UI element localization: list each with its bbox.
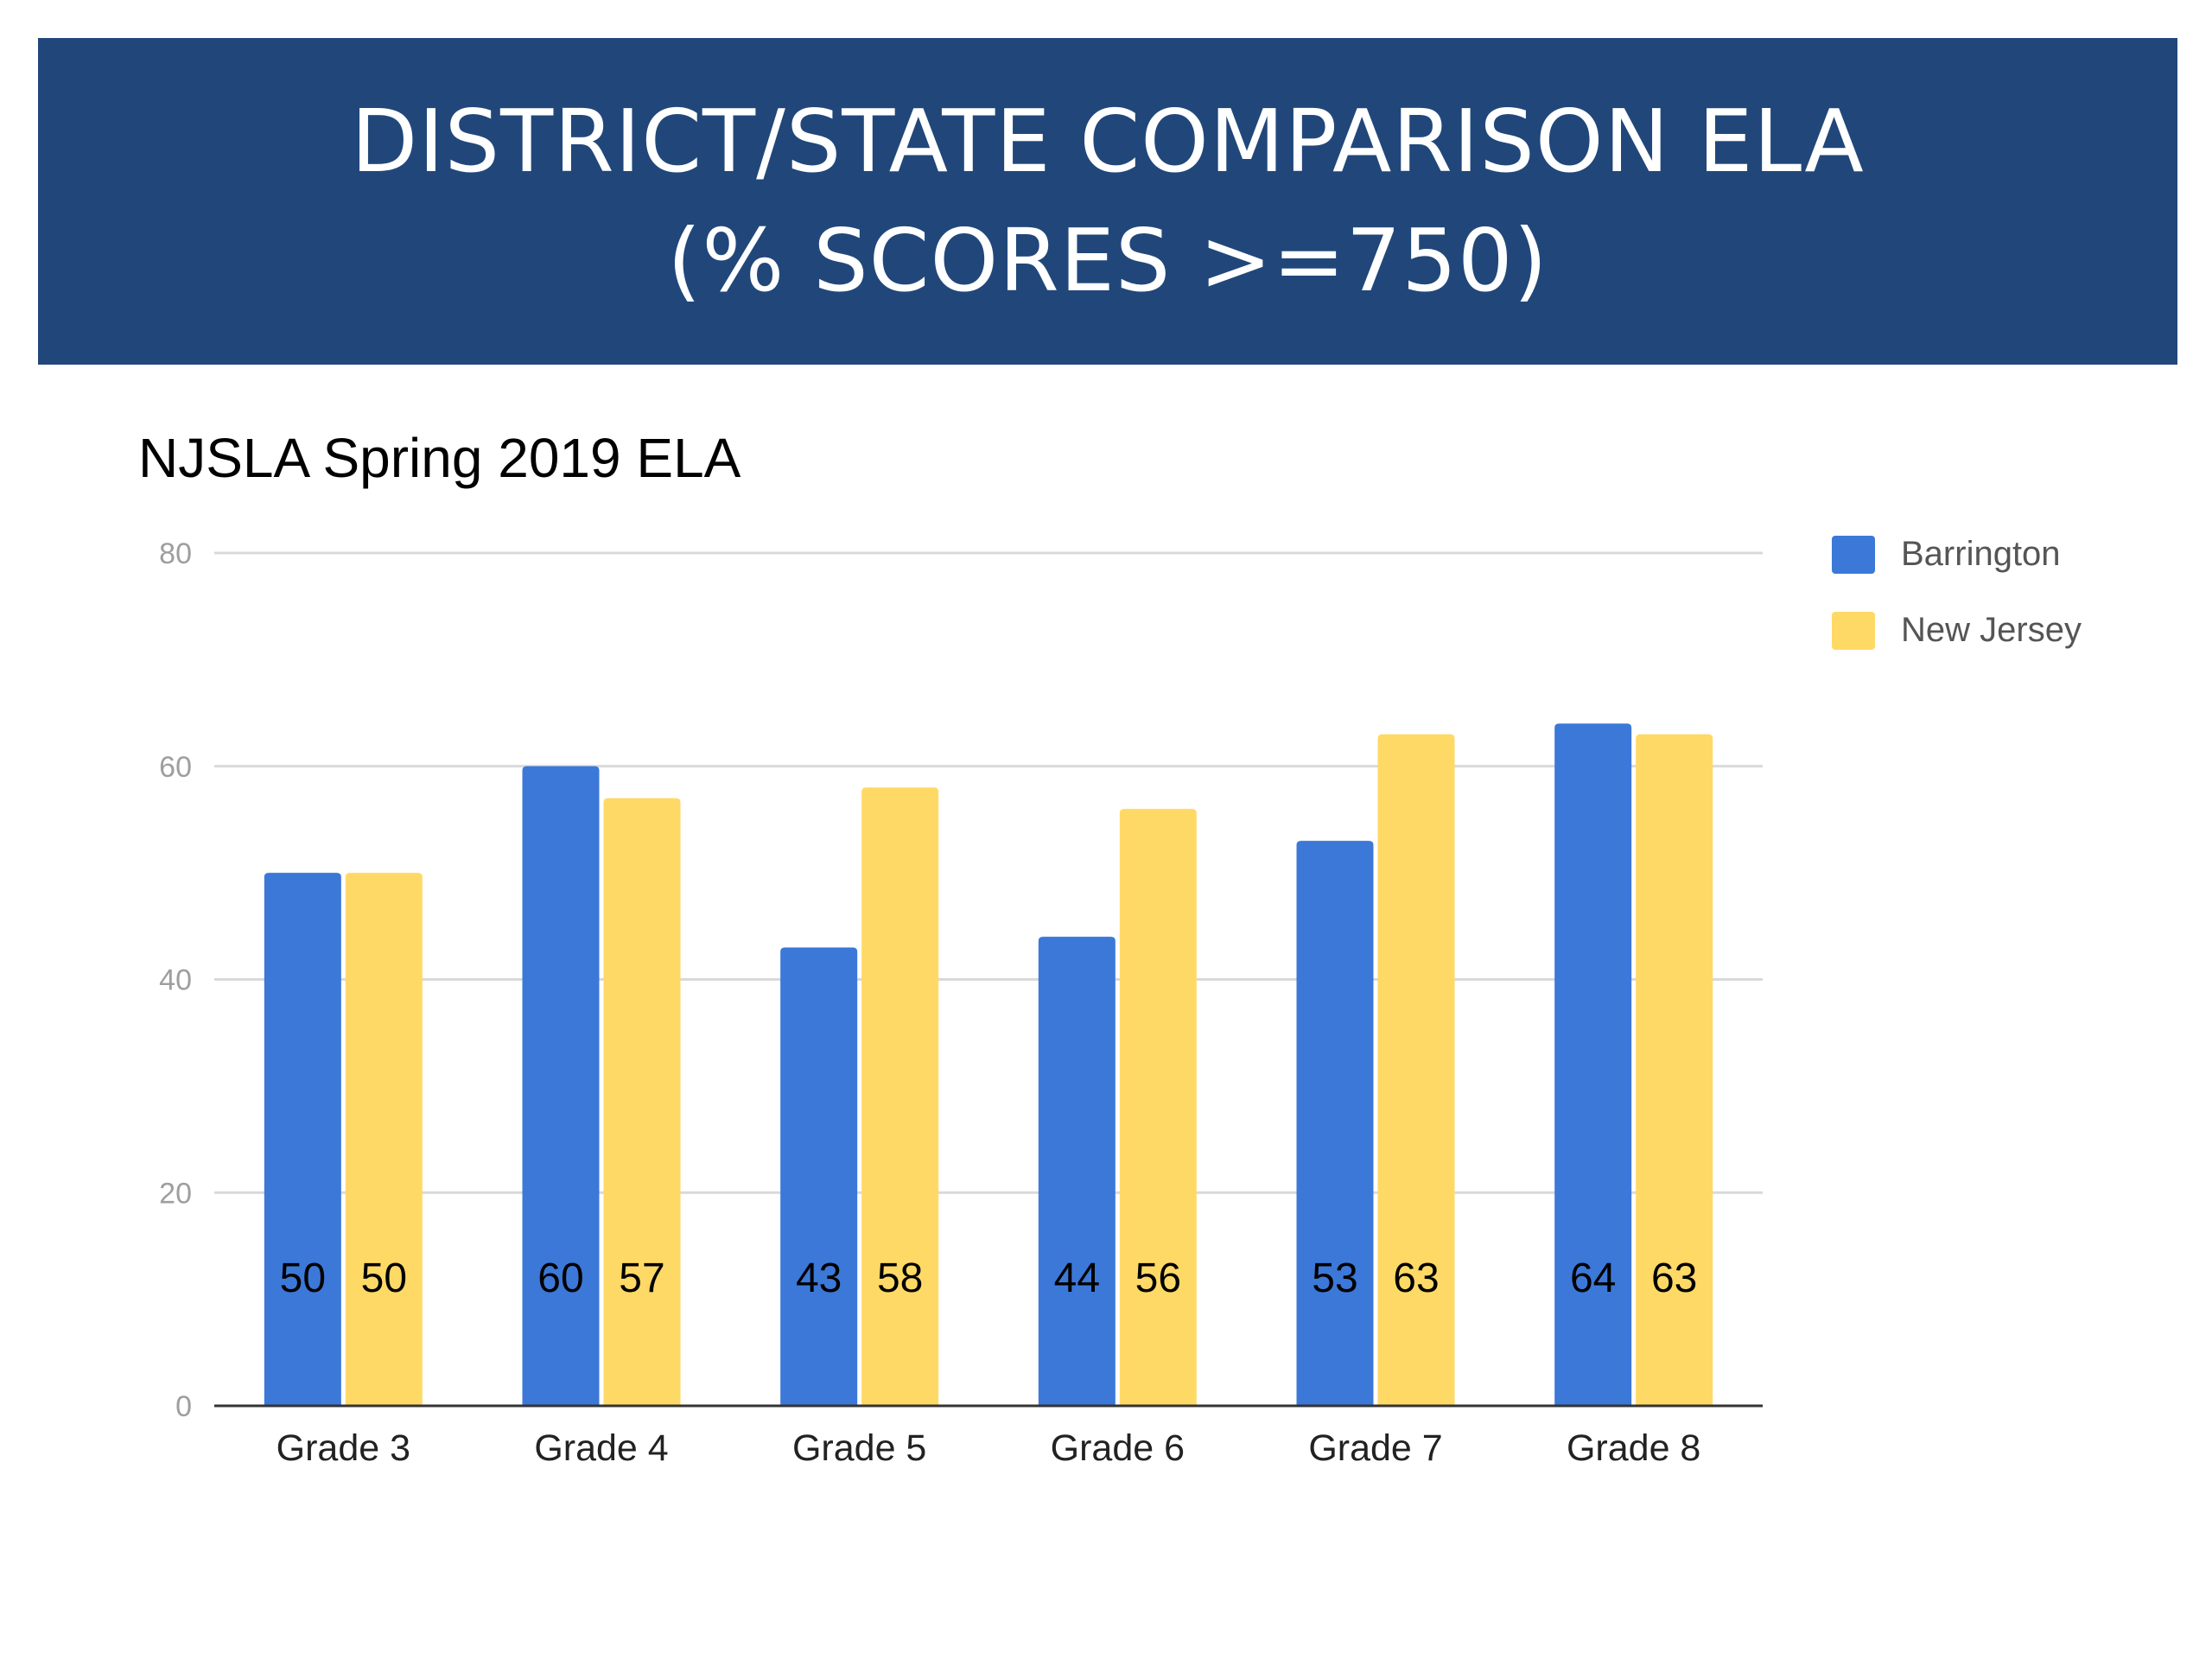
bar-barrington [1554,723,1632,1406]
data-label: 44 [1054,1255,1100,1301]
bar-new-jersey [603,798,681,1406]
bar-new-jersey [1119,809,1197,1406]
data-label: 50 [361,1255,407,1301]
y-tick-label: 0 [175,1390,192,1423]
x-tick-label: Grade 5 [792,1427,926,1469]
x-tick-label: Grade 6 [1051,1427,1185,1469]
data-label: 63 [1393,1255,1439,1301]
x-axis: Grade 3 Grade 4 Grade 5 Grade 6 Grade 7 Grade… [214,1404,1763,1469]
y-axis: 0 20 40 60 80 [159,537,192,1423]
data-label: 60 [537,1255,583,1301]
data-label: 64 [1570,1255,1616,1301]
gridlines [214,551,1763,1194]
y-tick-label: 60 [159,751,192,784]
data-label: 63 [1651,1255,1697,1301]
data-label: 50 [280,1255,326,1301]
x-tick-label: Grade 3 [276,1427,410,1469]
data-label: 58 [877,1255,923,1301]
legend-label: Barrington [1901,535,2061,573]
legend-label: New Jersey [1901,611,2082,649]
banner-title-line-1: DISTRICT/STATE COMPARISON ELA [351,91,1865,192]
legend-swatch [1832,612,1875,650]
bar-new-jersey [1377,734,1455,1406]
bar-new-jersey [345,873,423,1406]
x-tick-label: Grade 4 [534,1427,668,1469]
bars: 50 50 60 57 43 58 44 56 53 63 64 63 [264,723,1713,1406]
bar-new-jersey [861,787,939,1406]
x-tick-label: Grade 7 [1308,1427,1442,1469]
bar-barrington [522,766,600,1406]
data-label: 57 [619,1255,664,1301]
data-label: 43 [796,1255,842,1301]
y-tick-label: 40 [159,964,192,997]
bar-barrington [264,873,341,1406]
banner-title-line-2: (% SCORES >=750) [667,210,1548,311]
legend-swatch [1832,536,1875,574]
chart-title: NJSLA Spring 2019 ELA [138,427,741,489]
y-tick-label: 80 [159,537,192,570]
y-tick-label: 20 [159,1177,192,1210]
bar-barrington [1296,841,1374,1406]
bar-barrington [1038,937,1116,1406]
data-label: 56 [1135,1255,1181,1301]
x-tick-label: Grade 8 [1567,1427,1700,1469]
title-banner: DISTRICT/STATE COMPARISON ELA (% SCORES … [38,38,2177,365]
data-label: 53 [1312,1255,1357,1301]
bar-new-jersey [1636,734,1713,1406]
legend: Barrington New Jersey [1832,535,2082,650]
bar-barrington [780,947,858,1406]
